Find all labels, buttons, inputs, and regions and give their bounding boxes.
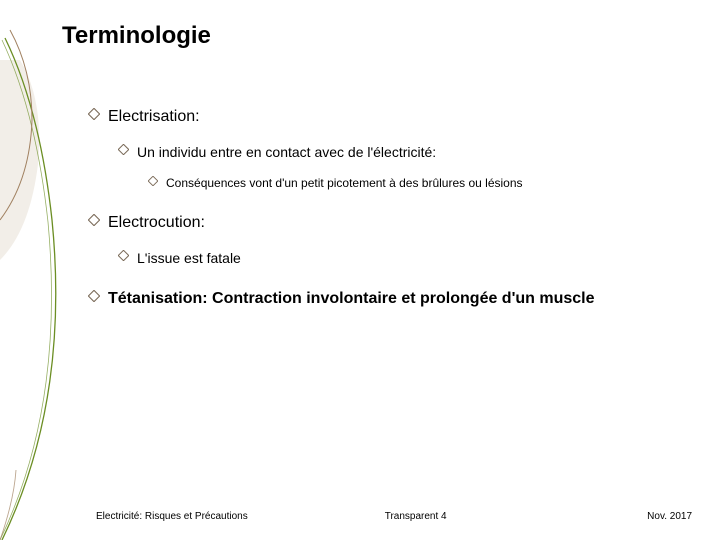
bullet-lvl2: L'issue est fatale xyxy=(118,250,690,266)
bullet-text: L'issue est fatale xyxy=(137,250,241,266)
bullet-lvl1: Electrocution: xyxy=(88,214,690,232)
section-1: Electrisation: Un individu entre en cont… xyxy=(88,108,690,190)
bullet-lvl3: Conséquences vont d'un petit picotement … xyxy=(148,176,690,190)
decor-svg xyxy=(0,0,80,540)
slide-title: Terminologie xyxy=(62,22,211,50)
section-heading: Electrocution: xyxy=(108,214,205,232)
left-decoration xyxy=(0,0,80,540)
bullet-lvl1: Tétanisation: Contraction involontaire e… xyxy=(88,290,690,308)
diamond-icon xyxy=(118,144,129,155)
bullet-text: Un individu entre en contact avec de l'é… xyxy=(137,144,436,160)
diamond-icon xyxy=(148,176,158,186)
bullet-lvl2: Un individu entre en contact avec de l'é… xyxy=(118,144,690,160)
slide-footer: Electricité: Risques et Précautions Tran… xyxy=(96,511,692,522)
section-2: Electrocution: L'issue est fatale xyxy=(88,214,690,266)
section-3: Tétanisation: Contraction involontaire e… xyxy=(88,290,690,308)
slide-content: Electrisation: Un individu entre en cont… xyxy=(88,108,690,332)
footer-center: Transparent 4 xyxy=(385,511,447,522)
bullet-text: Conséquences vont d'un petit picotement … xyxy=(166,176,523,190)
section-heading: Tétanisation: Contraction involontaire e… xyxy=(108,290,595,308)
section-heading: Electrisation: xyxy=(108,108,200,126)
diamond-icon xyxy=(88,214,100,226)
footer-right: Nov. 2017 xyxy=(647,511,692,522)
bullet-lvl1: Electrisation: xyxy=(88,108,690,126)
diamond-icon xyxy=(88,290,100,302)
diamond-icon xyxy=(118,250,129,261)
diamond-icon xyxy=(88,108,100,120)
footer-left: Electricité: Risques et Précautions xyxy=(96,511,248,522)
slide: Terminologie Electrisation: Un individu … xyxy=(0,0,720,540)
